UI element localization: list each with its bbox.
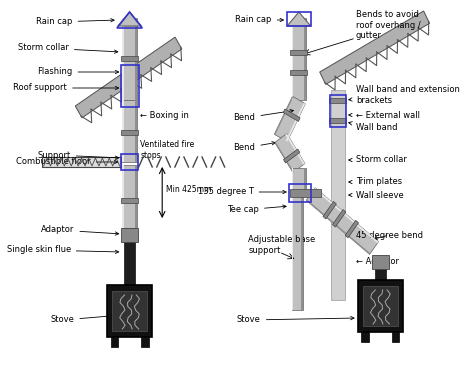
- Polygon shape: [283, 149, 300, 163]
- Text: Storm collar: Storm collar: [349, 156, 407, 164]
- Text: Stove: Stove: [237, 315, 354, 325]
- Bar: [141, 337, 149, 347]
- Bar: [375, 269, 386, 297]
- Polygon shape: [306, 188, 378, 254]
- Bar: [124, 242, 135, 285]
- Bar: [292, 168, 306, 192]
- Text: Wall band and extension
brackets: Wall band and extension brackets: [349, 85, 460, 105]
- Text: Bend: Bend: [234, 109, 293, 123]
- Bar: [122, 165, 124, 228]
- Text: Wall sleeve: Wall sleeve: [349, 191, 404, 199]
- Text: Rain cap: Rain cap: [36, 18, 114, 26]
- Text: Adaptor: Adaptor: [41, 226, 118, 235]
- Text: Single skin flue: Single skin flue: [7, 245, 118, 255]
- Bar: [330, 95, 346, 127]
- Bar: [110, 337, 118, 347]
- Text: Support: Support: [37, 151, 118, 159]
- Polygon shape: [323, 201, 337, 219]
- Bar: [290, 189, 320, 197]
- Bar: [135, 165, 137, 228]
- Text: ← External wall: ← External wall: [349, 110, 420, 120]
- Bar: [122, 165, 137, 228]
- Polygon shape: [286, 103, 305, 142]
- Polygon shape: [275, 134, 305, 173]
- Bar: [121, 154, 138, 170]
- Bar: [289, 184, 310, 202]
- Bar: [372, 255, 389, 269]
- Bar: [292, 18, 306, 100]
- Bar: [330, 90, 345, 300]
- Bar: [120, 65, 139, 107]
- Bar: [392, 332, 400, 342]
- Text: Roof support: Roof support: [13, 84, 118, 92]
- Text: 135 degree T: 135 degree T: [198, 188, 286, 197]
- Bar: [292, 192, 293, 310]
- Bar: [121, 198, 138, 202]
- Text: Combustible floor: Combustible floor: [16, 158, 118, 166]
- Polygon shape: [274, 96, 293, 135]
- Text: Ventilated fire
stops: Ventilated fire stops: [140, 140, 195, 160]
- Text: Trim plates: Trim plates: [349, 177, 402, 187]
- Bar: [42, 157, 121, 167]
- Text: Rain cap: Rain cap: [236, 15, 283, 25]
- Bar: [329, 117, 346, 123]
- Bar: [121, 56, 138, 60]
- Text: Storm collar: Storm collar: [18, 43, 118, 53]
- Polygon shape: [75, 37, 182, 118]
- Bar: [121, 130, 138, 134]
- Bar: [361, 332, 369, 342]
- Polygon shape: [118, 12, 141, 26]
- Bar: [122, 100, 124, 162]
- Text: Stove: Stove: [51, 314, 118, 325]
- Bar: [135, 18, 137, 100]
- Bar: [112, 291, 147, 331]
- Bar: [301, 192, 302, 310]
- Bar: [122, 100, 137, 162]
- Polygon shape: [275, 142, 294, 173]
- Text: Adjustable base
support: Adjustable base support: [248, 235, 316, 255]
- Bar: [304, 18, 306, 100]
- Text: ← Adaptor: ← Adaptor: [356, 258, 399, 266]
- Text: Flashing: Flashing: [37, 67, 118, 77]
- Polygon shape: [274, 96, 305, 142]
- Bar: [135, 100, 137, 162]
- Bar: [107, 285, 152, 337]
- Bar: [358, 280, 403, 332]
- Bar: [292, 18, 293, 100]
- Bar: [363, 286, 398, 326]
- Polygon shape: [314, 188, 378, 243]
- Bar: [304, 168, 306, 192]
- Bar: [292, 192, 302, 310]
- Bar: [292, 168, 293, 192]
- Bar: [290, 70, 308, 74]
- Text: 45 degree bend: 45 degree bend: [356, 230, 423, 240]
- Polygon shape: [306, 199, 370, 254]
- Bar: [290, 50, 308, 54]
- Polygon shape: [332, 209, 346, 227]
- Polygon shape: [320, 11, 429, 84]
- Polygon shape: [283, 109, 300, 121]
- Polygon shape: [345, 220, 358, 238]
- Text: Min 425mm: Min 425mm: [166, 185, 211, 195]
- Polygon shape: [287, 12, 310, 26]
- Text: Bends to avoid
roof overhang /
gutter: Bends to avoid roof overhang / gutter: [356, 10, 421, 40]
- Text: Bend: Bend: [234, 142, 275, 152]
- Bar: [287, 12, 310, 26]
- Text: Tee cap: Tee cap: [227, 205, 286, 215]
- Text: ← Boxing in: ← Boxing in: [140, 110, 189, 120]
- Bar: [121, 228, 138, 242]
- Polygon shape: [285, 134, 305, 164]
- Bar: [329, 98, 346, 103]
- Bar: [122, 18, 124, 100]
- Bar: [122, 18, 137, 100]
- Text: Wall band: Wall band: [349, 122, 397, 132]
